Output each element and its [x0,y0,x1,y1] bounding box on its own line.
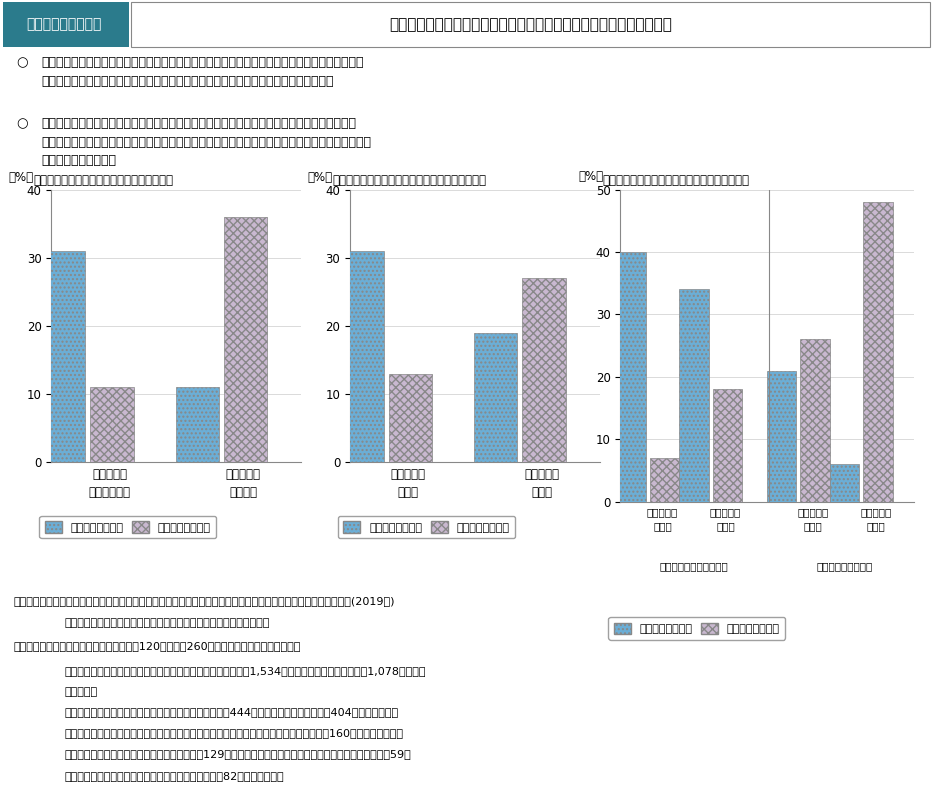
Bar [801,340,829,502]
Bar [131,2,930,47]
Y-axis label: （%）: （%） [307,171,332,184]
Bar [341,251,384,462]
Bar [42,251,86,462]
Text: ○: ○ [17,117,28,130]
Legend: 働きやすくなった, 働きにくくなった: 働きやすくなった, 働きにくくなった [608,617,786,640]
Bar [522,278,565,462]
Text: 人間関係が悪化した: 人間関係が悪化した [816,561,872,571]
Bar [713,389,743,502]
Legend: 働きやすくなった, 働きにくくなった: 働きやすくなった, 働きにくくなった [338,516,515,538]
Bar [829,465,859,502]
Y-axis label: （%）: （%） [8,171,34,184]
Text: 好になった」かつ「労働時間が増えた」が129、「人間関係が悪化した」かつ「労働時間が減った」が59、: 好になった」かつ「労働時間が増えた」が129、「人間関係が悪化した」かつ「労働時… [64,750,411,759]
Text: の個票を厚生労働省政策統括官付政策統括室にて独自集計: の個票を厚生労働省政策統括官付政策統括室にて独自集計 [64,619,270,629]
Text: １か月当たり労働時間の変化と働きやすさの変化: １か月当たり労働時間の変化と働きやすさの変化 [332,174,486,187]
Text: いる。: いる。 [64,687,97,698]
Text: 第２－（２）－９図: 第２－（２）－９図 [27,17,102,32]
Bar [767,371,796,502]
Text: 労働時間が減少しても人間関係が悪化すると働きやすくなったと感じる者の割合と働きにくく
なったと感じる者の割合に大きな差が見られないことから、人間関係が働きやすさ: 労働時間が減少しても人間関係が悪化すると働きやすくなったと感じる者の割合と働きに… [41,117,371,167]
Bar [474,333,518,462]
Bar [617,252,646,502]
Y-axis label: （%）: （%） [578,171,604,183]
Bar [3,2,129,47]
Bar [224,216,267,462]
Legend: 働きやすくなった, 働きにくくなった: 働きやすくなった, 働きにくくなった [39,516,216,538]
Text: 人間関係が良好になった: 人間関係が良好になった [660,561,729,571]
Text: 「人間関係が悪化した」かつ「労働時間が増えた」が82となっている。: 「人間関係が悪化した」かつ「労働時間が増えた」が82となっている。 [64,771,284,781]
Text: ３）中図のサンプルサイズは、「労働時間が減った」が444、「労働時間が増えた」が404となっている。: ３）中図のサンプルサイズは、「労働時間が減った」が444、「労働時間が増えた」が… [64,707,398,717]
Bar [389,374,432,462]
Text: １年前と比較して、仕事上の人間関係が、良好になると働きやすくなり、悪化すると働きにくく
なる。また、労働時間については、減ると働きやすくなり、増えると働きにくく: １年前と比較して、仕事上の人間関係が、良好になると働きやすくなり、悪化すると働き… [41,56,364,88]
Bar [863,202,893,502]
Bar [679,289,709,502]
Text: ○: ○ [17,56,28,70]
Text: 仕事上の人間関係と労働時間の変化と働きやすさの変化関係について: 仕事上の人間関係と労働時間の変化と働きやすさの変化関係について [389,17,673,32]
Text: ４）右図のサンプルサイズは、「人間関係が良好になった」かつ「労働時間が減った」が160、「人間関係が良: ４）右図のサンプルサイズは、「人間関係が良好になった」かつ「労働時間が減った」が… [64,728,403,738]
Text: 仕事上の人間関係の変化と働きやすさの変化: 仕事上の人間関係の変化と働きやすさの変化 [34,174,174,187]
Bar [175,387,219,462]
Bar [91,387,133,462]
Text: （注）　１）集計対象は月平均労働時間が120時間以上260時間未満の労働者としている。: （注） １）集計対象は月平均労働時間が120時間以上260時間未満の労働者として… [14,641,301,651]
Text: ２）左図のサンプルサイズは、「人間関係が良好になった」が1,534、「人間関係が悪化した」が1,078となって: ２）左図のサンプルサイズは、「人間関係が良好になった」が1,534、「人間関係が… [64,666,425,676]
Text: 人間関係と労働時間が働きやすさに与える影響: 人間関係と労働時間が働きやすさに与える影響 [603,174,750,187]
Bar [650,458,679,502]
Text: 資料出所　（独）労働政策研究・研修機構「人手不足等をめぐる現状と働き方等に関する調査（正社員調査票）」(2019年): 資料出所 （独）労働政策研究・研修機構「人手不足等をめぐる現状と働き方等に関する… [14,596,396,607]
